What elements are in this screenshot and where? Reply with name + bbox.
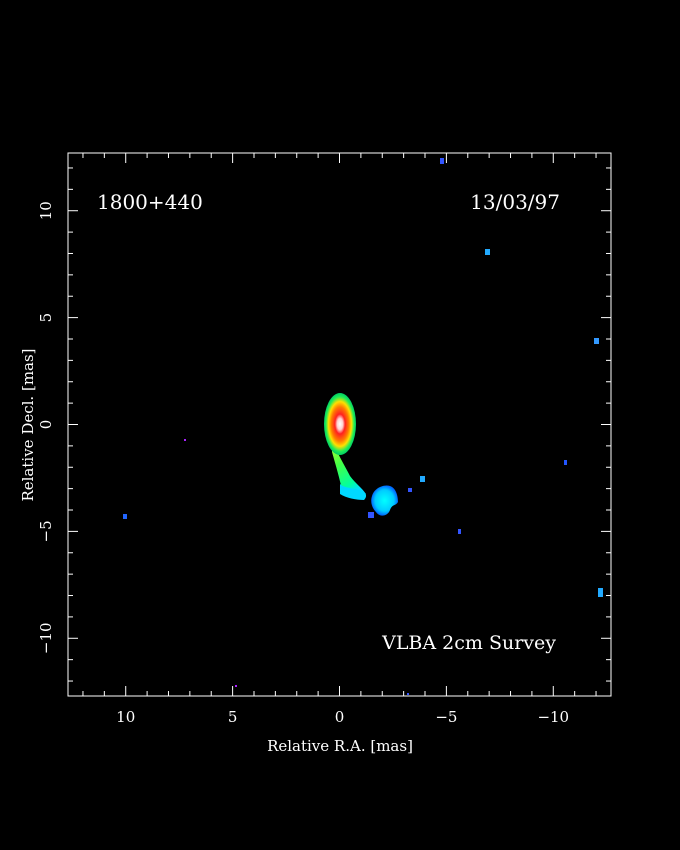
knot-emission: [371, 485, 398, 516]
y-axis-label: Relative Decl. [mas]: [19, 348, 37, 501]
y-tick-label: 0: [37, 420, 55, 430]
knot-faint-tail: [368, 512, 374, 518]
radio-emission: [123, 158, 603, 695]
y-tick-label: 10: [37, 201, 55, 220]
jet-emission: [332, 438, 366, 498]
noise-spot: [123, 514, 127, 519]
x-axis-label: Relative R.A. [mas]: [267, 737, 413, 755]
noise-spot: [598, 588, 603, 597]
source-name-label: 1800+440: [97, 190, 203, 214]
noise-spot: [594, 338, 599, 344]
y-tick-label: 5: [37, 313, 55, 323]
noise-spot: [564, 460, 567, 465]
noise-spot: [235, 685, 237, 687]
noise-spot: [485, 249, 490, 255]
jet-outer-emission: [340, 484, 367, 500]
noise-spot: [407, 693, 409, 695]
noise-spot: [420, 476, 425, 482]
x-tick-label: −10: [537, 708, 569, 726]
noise-spot: [184, 439, 186, 441]
y-tick-labels: 10 5 0 −5 −10: [37, 201, 55, 654]
x-tick-label: 10: [116, 708, 135, 726]
observation-date-label: 13/03/97: [470, 190, 560, 214]
y-tick-label: −5: [37, 520, 55, 542]
y-tick-label: −10: [37, 622, 55, 654]
survey-name-label: VLBA 2cm Survey: [381, 632, 556, 654]
x-tick-label: 0: [335, 708, 345, 726]
x-tick-label: −5: [435, 708, 457, 726]
noise-spot: [408, 488, 412, 492]
noise-spot: [440, 158, 444, 164]
noise-spot: [458, 529, 461, 534]
x-tick-label: 5: [228, 708, 238, 726]
x-tick-labels: 10 5 0 −5 −10: [116, 708, 569, 726]
core-emission: [324, 393, 356, 455]
axis-ticks: [68, 153, 611, 696]
